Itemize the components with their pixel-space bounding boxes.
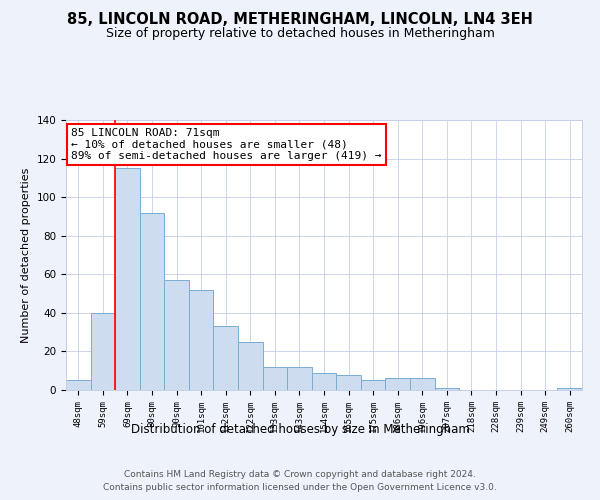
Text: 85 LINCOLN ROAD: 71sqm
← 10% of detached houses are smaller (48)
89% of semi-det: 85 LINCOLN ROAD: 71sqm ← 10% of detached… (71, 128, 382, 162)
Bar (214, 326, 238, 390)
Text: Size of property relative to detached houses in Metheringham: Size of property relative to detached ho… (106, 28, 494, 40)
Text: Distribution of detached houses by size in Metheringham: Distribution of detached houses by size … (131, 422, 469, 436)
Bar (312, 372, 336, 390)
Text: Contains public sector information licensed under the Open Government Licence v3: Contains public sector information licen… (103, 482, 497, 492)
Bar (238, 342, 263, 390)
Bar (263, 367, 287, 390)
Bar (557, 388, 582, 390)
Bar (189, 290, 214, 390)
Y-axis label: Number of detached properties: Number of detached properties (21, 168, 31, 342)
Bar (410, 378, 434, 390)
Bar (361, 380, 385, 390)
Bar (115, 168, 140, 390)
Text: Contains HM Land Registry data © Crown copyright and database right 2024.: Contains HM Land Registry data © Crown c… (124, 470, 476, 479)
Bar (336, 374, 361, 390)
Bar (140, 212, 164, 390)
Bar (66, 380, 91, 390)
Bar (434, 388, 459, 390)
Bar (91, 313, 115, 390)
Bar (287, 367, 312, 390)
Text: 85, LINCOLN ROAD, METHERINGHAM, LINCOLN, LN4 3EH: 85, LINCOLN ROAD, METHERINGHAM, LINCOLN,… (67, 12, 533, 28)
Bar (385, 378, 410, 390)
Bar (164, 280, 189, 390)
